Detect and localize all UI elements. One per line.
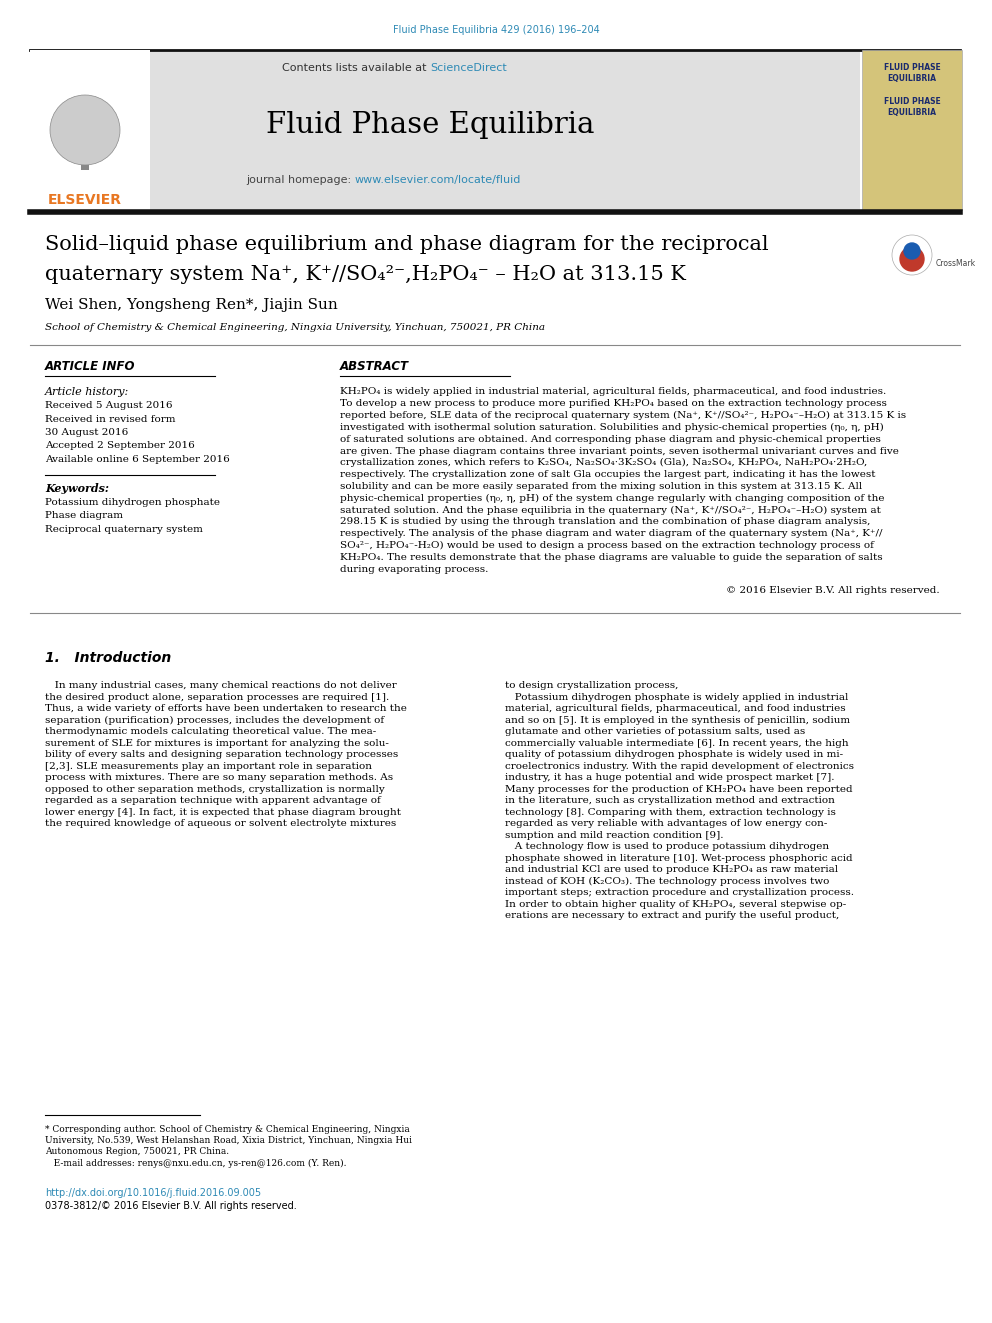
Text: and so on [5]. It is employed in the synthesis of penicillin, sodium: and so on [5]. It is employed in the syn… [505,716,850,725]
Text: In many industrial cases, many chemical reactions do not deliver: In many industrial cases, many chemical … [45,681,397,691]
Text: solubility and can be more easily separated from the mixing solution in this sys: solubility and can be more easily separa… [340,482,862,491]
Text: ARTICLE INFO: ARTICLE INFO [45,360,136,373]
Text: Received 5 August 2016: Received 5 August 2016 [45,401,173,410]
Text: physic-chemical properties (η₀, η, pH) of the system change regularly with chang: physic-chemical properties (η₀, η, pH) o… [340,493,885,503]
Text: respectively. The analysis of the phase diagram and water diagram of the quatern: respectively. The analysis of the phase … [340,529,883,538]
Text: Phase diagram: Phase diagram [45,512,123,520]
Text: respectively. The crystallization zone of salt Gla occupies the largest part, in: respectively. The crystallization zone o… [340,470,876,479]
Text: ELSEVIER: ELSEVIER [48,193,122,206]
Text: E-mail addresses: renys@nxu.edu.cn, ys-ren@126.com (Y. Ren).: E-mail addresses: renys@nxu.edu.cn, ys-r… [45,1159,346,1168]
FancyBboxPatch shape [150,50,860,210]
Text: Reciprocal quaternary system: Reciprocal quaternary system [45,525,203,534]
Text: in the literature, such as crystallization method and extraction: in the literature, such as crystallizati… [505,796,835,806]
Text: A technology flow is used to produce potassium dihydrogen: A technology flow is used to produce pot… [505,843,829,851]
Text: Autonomous Region, 750021, PR China.: Autonomous Region, 750021, PR China. [45,1147,229,1156]
Text: 0378-3812/© 2016 Elsevier B.V. All rights reserved.: 0378-3812/© 2016 Elsevier B.V. All right… [45,1201,297,1211]
Text: investigated with isothermal solution saturation. Solubilities and physic-chemic: investigated with isothermal solution sa… [340,423,884,433]
Text: instead of KOH (K₂CO₃). The technology process involves two: instead of KOH (K₂CO₃). The technology p… [505,877,829,886]
Text: KH₂PO₄ is widely applied in industrial material, agricultural fields, pharmaceut: KH₂PO₄ is widely applied in industrial m… [340,388,886,397]
Text: To develop a new process to produce more purified KH₂PO₄ based on the extraction: To develop a new process to produce more… [340,400,887,409]
Text: to design crystallization process,: to design crystallization process, [505,681,679,691]
Text: opposed to other separation methods, crystallization is normally: opposed to other separation methods, cry… [45,785,385,794]
Text: surement of SLE for mixtures is important for analyzing the solu-: surement of SLE for mixtures is importan… [45,738,389,747]
Text: Many processes for the production of KH₂PO₄ have been reported: Many processes for the production of KH₂… [505,785,853,794]
Text: lower energy [4]. In fact, it is expected that phase diagram brought: lower energy [4]. In fact, it is expecte… [45,808,401,816]
Text: University, No.539, West Helanshan Road, Xixia District, Yinchuan, Ningxia Hui: University, No.539, West Helanshan Road,… [45,1136,412,1144]
Text: © 2016 Elsevier B.V. All rights reserved.: © 2016 Elsevier B.V. All rights reserved… [726,586,940,595]
Text: journal homepage:: journal homepage: [246,175,355,185]
Text: are given. The phase diagram contains three invariant points, seven isothermal u: are given. The phase diagram contains th… [340,446,899,455]
Text: Contents lists available at: Contents lists available at [282,64,430,73]
Text: FLUID PHASE
EQUILIBRIA

FLUID PHASE
EQUILIBRIA: FLUID PHASE EQUILIBRIA FLUID PHASE EQUIL… [884,64,940,116]
Text: commercially valuable intermediate [6]. In recent years, the high: commercially valuable intermediate [6]. … [505,738,848,747]
Bar [81,140,89,169]
Text: saturated solution. And the phase equilibria in the quaternary (Na⁺, K⁺//SO₄²⁻, : saturated solution. And the phase equili… [340,505,881,515]
Text: industry, it has a huge potential and wide prospect market [7].: industry, it has a huge potential and wi… [505,774,834,782]
Text: Keywords:: Keywords: [45,483,109,495]
Text: In order to obtain higher quality of KH₂PO₄, several stepwise op-: In order to obtain higher quality of KH₂… [505,900,846,909]
Text: material, agricultural fields, pharmaceutical, and food industries: material, agricultural fields, pharmaceu… [505,704,845,713]
Circle shape [50,95,120,165]
Text: phosphate showed in literature [10]. Wet-process phosphoric acid: phosphate showed in literature [10]. Wet… [505,853,853,863]
Text: important steps; extraction procedure and crystallization process.: important steps; extraction procedure an… [505,888,854,897]
Text: the desired product alone, separation processes are required [1].: the desired product alone, separation pr… [45,693,389,701]
Text: ScienceDirect: ScienceDirect [430,64,507,73]
Text: technology [8]. Comparing with them, extraction technology is: technology [8]. Comparing with them, ext… [505,808,836,816]
Text: thermodynamic models calculating theoretical value. The mea-: thermodynamic models calculating theoret… [45,728,376,737]
Text: Thus, a wide variety of efforts have been undertaken to research the: Thus, a wide variety of efforts have bee… [45,704,407,713]
Text: croelectronics industry. With the rapid development of electronics: croelectronics industry. With the rapid … [505,762,854,771]
Circle shape [900,247,924,271]
Text: the required knowledge of aqueous or solvent electrolyte mixtures: the required knowledge of aqueous or sol… [45,819,396,828]
Text: Potassium dihydrogen phosphate: Potassium dihydrogen phosphate [45,497,220,507]
Text: bility of every salts and designing separation technology processes: bility of every salts and designing sepa… [45,750,398,759]
Circle shape [892,235,932,275]
Text: School of Chemistry & Chemical Engineering, Ningxia University, Yinchuan, 750021: School of Chemistry & Chemical Engineeri… [45,324,545,332]
Text: SO₄²⁻, H₂PO₄⁻-H₂O) would be used to design a process based on the extraction tec: SO₄²⁻, H₂PO₄⁻-H₂O) would be used to desi… [340,541,874,550]
Text: and industrial KCl are used to produce KH₂PO₄ as raw material: and industrial KCl are used to produce K… [505,865,838,875]
Text: sumption and mild reaction condition [9].: sumption and mild reaction condition [9]… [505,831,723,840]
Text: quality of potassium dihydrogen phosphate is widely used in mi-: quality of potassium dihydrogen phosphat… [505,750,843,759]
Text: 298.15 K is studied by using the through translation and the combination of phas: 298.15 K is studied by using the through… [340,517,870,527]
Text: Fluid Phase Equilibria 429 (2016) 196–204: Fluid Phase Equilibria 429 (2016) 196–20… [393,25,599,34]
Text: of saturated solutions are obtained. And corresponding phase diagram and physic-: of saturated solutions are obtained. And… [340,435,881,443]
Text: crystallization zones, which refers to K₂SO₄, Na₂SO₄·3K₂SO₄ (Gla), Na₂SO₄, KH₂PO: crystallization zones, which refers to K… [340,458,867,467]
Text: Solid–liquid phase equilibrium and phase diagram for the reciprocal: Solid–liquid phase equilibrium and phase… [45,235,769,254]
Text: Available online 6 September 2016: Available online 6 September 2016 [45,455,230,464]
Text: [2,3]. SLE measurements play an important role in separation: [2,3]. SLE measurements play an importan… [45,762,372,771]
Text: www.elsevier.com/locate/fluid: www.elsevier.com/locate/fluid [355,175,522,185]
Text: 30 August 2016: 30 August 2016 [45,429,128,437]
Text: 1.   Introduction: 1. Introduction [45,651,172,664]
Text: KH₂PO₄. The results demonstrate that the phase diagrams are valuable to guide th: KH₂PO₄. The results demonstrate that the… [340,553,883,562]
Text: Fluid Phase Equilibria: Fluid Phase Equilibria [266,111,594,139]
Text: http://dx.doi.org/10.1016/j.fluid.2016.09.005: http://dx.doi.org/10.1016/j.fluid.2016.0… [45,1188,261,1199]
Text: regarded as very reliable with advantages of low energy con-: regarded as very reliable with advantage… [505,819,827,828]
Text: reported before, SLE data of the reciprocal quaternary system (Na⁺, K⁺//SO₄²⁻, H: reported before, SLE data of the recipro… [340,411,906,421]
Circle shape [904,243,920,259]
Text: CrossMark: CrossMark [936,258,976,267]
FancyBboxPatch shape [30,50,150,210]
Text: regarded as a separation technique with apparent advantage of: regarded as a separation technique with … [45,796,381,806]
Text: process with mixtures. There are so many separation methods. As: process with mixtures. There are so many… [45,774,393,782]
Text: glutamate and other varieties of potassium salts, used as: glutamate and other varieties of potassi… [505,728,806,737]
Text: erations are necessary to extract and purify the useful product,: erations are necessary to extract and pu… [505,912,839,921]
Text: * Corresponding author. School of Chemistry & Chemical Engineering, Ningxia: * Corresponding author. School of Chemis… [45,1125,410,1134]
Text: separation (purification) processes, includes the development of: separation (purification) processes, inc… [45,716,384,725]
Text: quaternary system Na⁺, K⁺//SO₄²⁻,H₂PO₄⁻ – H₂O at 313.15 K: quaternary system Na⁺, K⁺//SO₄²⁻,H₂PO₄⁻ … [45,266,685,284]
Text: ABSTRACT: ABSTRACT [340,360,409,373]
Text: during evaporating process.: during evaporating process. [340,565,488,573]
Text: Received in revised form: Received in revised form [45,414,176,423]
Text: Article history:: Article history: [45,388,129,397]
Text: Wei Shen, Yongsheng Ren*, Jiajin Sun: Wei Shen, Yongsheng Ren*, Jiajin Sun [45,298,337,312]
FancyBboxPatch shape [862,50,962,210]
Text: Potassium dihydrogen phosphate is widely applied in industrial: Potassium dihydrogen phosphate is widely… [505,693,848,701]
Text: Accepted 2 September 2016: Accepted 2 September 2016 [45,442,194,451]
